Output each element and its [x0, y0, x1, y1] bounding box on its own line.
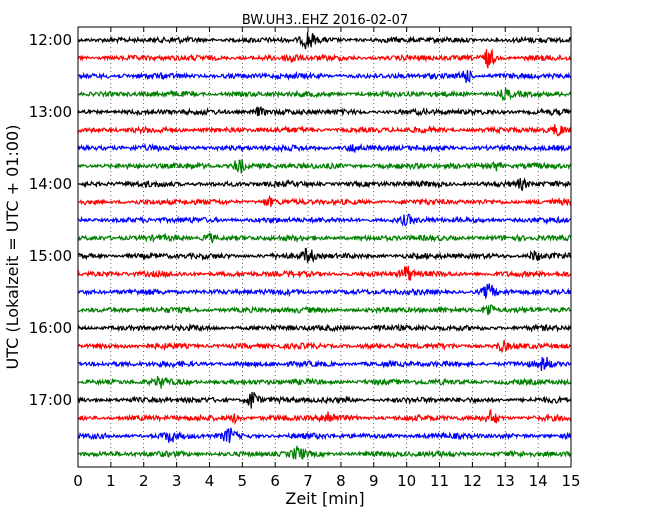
- seismic-trace: [77, 177, 572, 192]
- x-tick-label: 10: [397, 472, 416, 490]
- y-tick-label: 17:00: [29, 391, 72, 409]
- y-tick-label: 13:00: [29, 103, 72, 121]
- seismic-trace: [77, 339, 572, 354]
- x-tick-label: 13: [496, 472, 515, 490]
- seismic-trace: [77, 304, 572, 316]
- seismic-trace: [77, 87, 572, 102]
- seismic-trace: [77, 124, 572, 137]
- seismic-trace: [77, 142, 572, 154]
- seismic-trace: [77, 69, 572, 84]
- y-axis-label: UTC (Lokalzeit = UTC + 01:00): [3, 125, 22, 370]
- x-axis: 0 1 2 3 4 5 6 7 8 9 10 11 12 13 14 15: [73, 27, 581, 490]
- seismic-trace: [77, 159, 572, 174]
- plot-frame: [77, 26, 572, 468]
- seismic-trace: [77, 194, 572, 208]
- x-tick-label: 9: [369, 472, 379, 490]
- x-tick-label: 5: [238, 472, 248, 490]
- seismic-trace: [77, 322, 572, 333]
- x-tick-label: 0: [73, 472, 83, 490]
- seismic-trace: [77, 283, 572, 300]
- seismic-trace: [77, 48, 572, 69]
- x-tick-label: 12: [463, 472, 482, 490]
- seismic-trace: [77, 427, 572, 444]
- y-tick-label: 14:00: [29, 175, 72, 193]
- seismic-trace: [77, 408, 572, 426]
- x-tick-label: 3: [172, 472, 182, 490]
- x-tick-label: 11: [430, 472, 449, 490]
- x-tick-label: 2: [139, 472, 149, 490]
- seismic-trace: [77, 32, 572, 50]
- x-tick-label: 15: [561, 472, 580, 490]
- seismic-trace: [77, 356, 572, 371]
- x-tick-label: 8: [336, 472, 346, 490]
- seismic-trace: [77, 105, 572, 117]
- x-axis-label: Zeit [min]: [285, 489, 364, 508]
- seismic-trace: [77, 445, 572, 460]
- x-tick-label: 7: [303, 472, 313, 490]
- seismic-trace: [77, 265, 572, 281]
- x-tick-label: 1: [106, 472, 116, 490]
- x-tick-label: 6: [270, 472, 280, 490]
- y-tick-label: 16:00: [29, 319, 72, 337]
- y-tick-label: 15:00: [29, 247, 72, 265]
- seismic-trace: [77, 213, 572, 227]
- x-tick-label: 4: [205, 472, 215, 490]
- seismic-trace: [77, 391, 572, 409]
- seismic-trace: [77, 232, 572, 244]
- y-axis: 12:00 13:00 14:00 15:00 16:00 17:00: [29, 31, 571, 409]
- grid-lines: [110, 27, 539, 467]
- seismic-trace: [77, 375, 572, 389]
- x-tick-label: 14: [529, 472, 548, 490]
- y-tick-label: 12:00: [29, 31, 72, 49]
- trace-group: [77, 32, 572, 460]
- seismic-trace: [77, 247, 572, 264]
- chart-title: BW.UH3..EHZ 2016-02-07: [242, 13, 408, 28]
